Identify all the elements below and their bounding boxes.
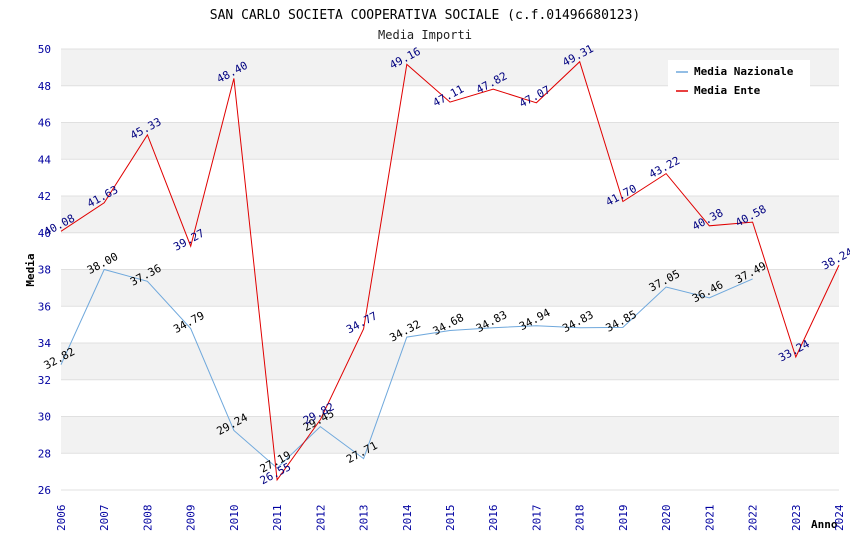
data-label: 47.07: [517, 83, 552, 110]
data-label: 34.94: [517, 306, 553, 333]
x-tick-label: 2016: [487, 505, 500, 532]
legend-label-media-ente: Media Ente: [694, 84, 761, 97]
gridlines: [61, 48, 839, 491]
y-tick-label: 48: [38, 80, 51, 93]
legend-box: [668, 60, 810, 102]
grid-band: [61, 416, 839, 454]
x-tick-label: 2008: [141, 505, 154, 532]
series-line-media-nazionale: [60, 268, 753, 469]
y-tick-label: 36: [38, 300, 51, 313]
x-tick-label: 2022: [747, 505, 760, 532]
x-tick-label: 2023: [790, 505, 803, 532]
x-tick-label: 2017: [530, 505, 543, 532]
y-tick-label: 28: [38, 447, 51, 460]
data-label: 34.83: [474, 308, 509, 335]
data-label: 47.11: [431, 82, 466, 109]
data-label: 40.08: [42, 212, 77, 239]
series-lines: [60, 60, 840, 482]
chart-subtitle: Media Importi: [378, 28, 472, 42]
y-tick-labels: 26 28 30 32 34 36 38 40 42 44 46 48 50: [38, 43, 52, 497]
grid-band: [61, 122, 839, 160]
y-tick-label: 26: [38, 484, 51, 497]
x-tick-label: 2014: [401, 504, 414, 531]
x-tick-label: 2018: [574, 505, 587, 532]
legend: Media Nazionale Media Ente: [668, 60, 810, 102]
x-tick-label: 2013: [358, 505, 371, 532]
x-tick-label: 2011: [271, 505, 284, 532]
x-tick-label: 2010: [228, 505, 241, 532]
y-tick-label: 38: [38, 264, 51, 277]
x-axis-label: Anno: [811, 518, 838, 531]
data-label: 34.83: [560, 308, 595, 335]
x-tick-label: 2021: [703, 505, 716, 532]
x-tick-labels: 2006 2007 2008 2009 2010 2011 2012 2013 2014 2015…: [55, 504, 846, 531]
grid-band: [61, 196, 839, 233]
y-tick-label: 42: [38, 190, 51, 203]
x-tick-label: 2019: [617, 505, 630, 532]
y-tick-label: 40: [38, 227, 51, 240]
y-tick-label: 32: [38, 374, 51, 387]
y-tick-label: 50: [38, 43, 51, 56]
x-tick-label: 2007: [98, 505, 111, 532]
data-label: 34.85: [604, 308, 639, 335]
grid-band: [61, 269, 839, 307]
x-tick-label: 2020: [660, 505, 673, 532]
legend-label-media-nazionale: Media Nazionale: [694, 65, 794, 78]
y-axis-label: Media: [24, 253, 37, 286]
chart-title: SAN CARLO SOCIETA COOPERATIVA SOCIALE (c…: [210, 8, 640, 23]
x-tick-label: 2012: [314, 505, 327, 532]
y-tick-label: 34: [38, 337, 52, 350]
y-tick-label: 44: [38, 153, 52, 166]
y-tick-label: 46: [38, 117, 51, 130]
data-label: 34.68: [431, 311, 466, 338]
x-tick-label: 2024: [833, 504, 846, 531]
grid-band: [61, 343, 839, 380]
y-tick-label: 30: [38, 411, 51, 424]
x-tick-label: 2006: [55, 505, 68, 532]
x-tick-label: 2009: [185, 505, 198, 532]
data-label: 38.24: [820, 245, 850, 272]
x-tick-label: 2015: [444, 505, 457, 532]
series-line-media-ente: [60, 60, 840, 482]
